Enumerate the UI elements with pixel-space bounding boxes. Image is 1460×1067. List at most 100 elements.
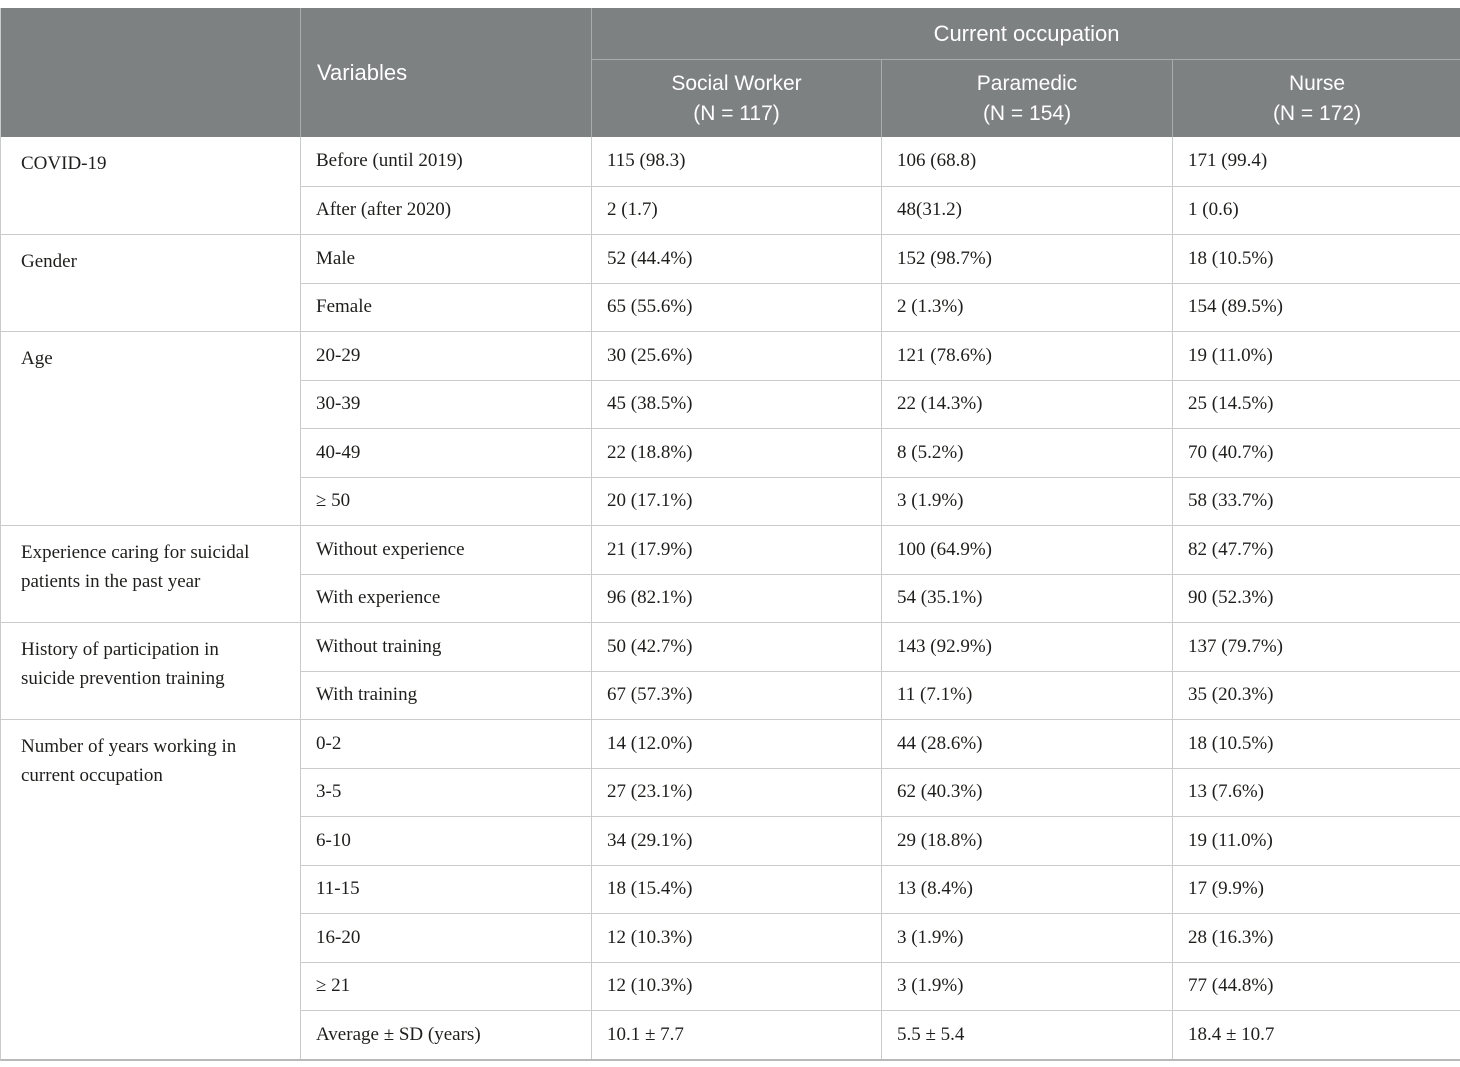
value-cell: 1 (0.6) (1173, 185, 1460, 234)
value-cell: 44 (28.6%) (882, 719, 1173, 768)
value-cell: 12 (10.3%) (592, 961, 882, 1010)
table-row: 30-39 45 (38.5%) 22 (14.3%) 25 (14.5%) (1, 379, 1460, 428)
value-cell: 3 (1.9%) (882, 913, 1173, 962)
category-cell: Number of years working in current occup… (1, 719, 301, 1059)
value-cell: 19 (11.0%) (1173, 816, 1460, 865)
value-cell: 82 (47.7%) (1173, 525, 1460, 574)
category-cell: Experience caring for suicidal patients … (1, 525, 301, 622)
table-row: Gender Male 52 (44.4%) 152 (98.7%) 18 (10.5%… (1, 234, 1460, 331)
value-cell: 143 (92.9%) (882, 622, 1173, 671)
value-cell: 77 (44.8%) (1173, 961, 1460, 1010)
variable-cell: Before (until 2019) (301, 137, 592, 186)
column-header-nurse: Nurse (N = 172) (1173, 60, 1460, 137)
value-cell: 52 (44.4%) (592, 234, 882, 283)
value-cell: 18 (10.5%) (1173, 234, 1460, 283)
value-cell: 21 (17.9%) (592, 525, 882, 574)
value-cell: 152 (98.7%) (882, 234, 1173, 283)
value-cell: 67 (57.3%) (592, 670, 882, 719)
variable-cell: Male (301, 234, 592, 283)
table-header: Variables Current occupation Social Work… (1, 8, 1460, 137)
value-cell: 28 (16.3%) (1173, 913, 1460, 962)
variable-cell: 3-5 (301, 767, 592, 816)
variable-cell: With experience (301, 573, 592, 622)
value-cell: 137 (79.7%) (1173, 622, 1460, 671)
column-label: Nurse (1288, 72, 1346, 96)
category-cell: Gender (1, 234, 301, 331)
value-cell: 29 (18.8%) (882, 816, 1173, 865)
table-row: 40-49 22 (18.8%) 8 (5.2%) 70 (40.7%) (1, 428, 1460, 477)
value-cell: 2 (1.7) (592, 185, 882, 234)
value-cell: 11 (7.1%) (882, 670, 1173, 719)
value-cell: 5.5 ± 5.4 (882, 1010, 1173, 1059)
table-body: COVID-19 Before (until 2019) 115 (98.3) 106… (1, 137, 1460, 1059)
table-row: 16-20 12 (10.3%) 3 (1.9%) 28 (16.3%) (1, 913, 1460, 962)
value-cell: 30 (25.6%) (592, 331, 882, 380)
value-cell: 35 (20.3%) (1173, 670, 1460, 719)
table-row: Number of years working in current occup… (1, 719, 1460, 1059)
variable-cell: 30-39 (301, 379, 592, 428)
table-row: ≥ 21 12 (10.3%) 3 (1.9%) 77 (44.8%) (1, 961, 1460, 1010)
value-cell: 27 (23.1%) (592, 767, 882, 816)
value-cell: 45 (38.5%) (592, 379, 882, 428)
variable-cell: Without experience (301, 525, 592, 574)
value-cell: 22 (14.3%) (882, 379, 1173, 428)
table-row: With training 67 (57.3%) 11 (7.1%) 35 (20.3… (1, 670, 1460, 719)
variable-cell: 6-10 (301, 816, 592, 865)
table-row: History of participation in suicide prev… (1, 622, 1460, 719)
table-row: Age 20-29 30 (25.6%) 121 (78.6%) 19 (11.0%) (1, 331, 1460, 525)
value-cell: 19 (11.0%) (1173, 331, 1460, 380)
value-cell: 115 (98.3) (592, 137, 882, 186)
variable-cell: 11-15 (301, 864, 592, 913)
value-cell: 54 (35.1%) (882, 573, 1173, 622)
value-cell: 70 (40.7%) (1173, 428, 1460, 477)
corner-header-cell (1, 8, 301, 137)
value-cell: 90 (52.3%) (1173, 573, 1460, 622)
value-cell: 58 (33.7%) (1173, 476, 1460, 525)
value-cell: 3 (1.9%) (882, 476, 1173, 525)
table-row: ≥ 50 20 (17.1%) 3 (1.9%) 58 (33.7%) (1, 476, 1460, 525)
category-cell: COVID-19 (1, 137, 301, 234)
variable-cell: 40-49 (301, 428, 592, 477)
value-cell: 12 (10.3%) (592, 913, 882, 962)
variable-cell: 20-29 (301, 331, 592, 380)
column-header-social-worker: Social Worker (N = 117) (592, 60, 882, 137)
value-cell: 62 (40.3%) (882, 767, 1173, 816)
table-row: After (after 2020) 2 (1.7) 48(31.2) 1 (0.6) (1, 185, 1460, 234)
value-cell: 65 (55.6%) (592, 282, 882, 331)
value-cell: 3 (1.9%) (882, 961, 1173, 1010)
value-cell: 17 (9.9%) (1173, 864, 1460, 913)
variable-cell: ≥ 21 (301, 961, 592, 1010)
value-cell: 34 (29.1%) (592, 816, 882, 865)
value-cell: 18 (15.4%) (592, 864, 882, 913)
value-cell: 18.4 ± 10.7 (1173, 1010, 1460, 1059)
value-cell: 10.1 ± 7.7 (592, 1010, 882, 1059)
category-cell: Age (1, 331, 301, 525)
value-cell: 48(31.2) (882, 185, 1173, 234)
table-row: With experience 96 (82.1%) 54 (35.1%) 90 (5… (1, 573, 1460, 622)
column-header-paramedic: Paramedic (N = 154) (882, 60, 1173, 137)
column-n-label: (N = 172) (1272, 101, 1362, 125)
value-cell: 8 (5.2%) (882, 428, 1173, 477)
table-row: Female 65 (55.6%) 2 (1.3%) 154 (89.5%) (1, 282, 1460, 331)
value-cell: 171 (99.4) (1173, 137, 1460, 186)
variable-cell: With training (301, 670, 592, 719)
column-n-label: (N = 117) (693, 101, 780, 125)
table-row: 3-5 27 (23.1%) 62 (40.3%) 13 (7.6%) (1, 767, 1460, 816)
variable-cell: ≥ 50 (301, 476, 592, 525)
value-cell: 13 (8.4%) (882, 864, 1173, 913)
variables-header: Variables (301, 8, 592, 137)
value-cell: 2 (1.3%) (882, 282, 1173, 331)
value-cell: 13 (7.6%) (1173, 767, 1460, 816)
value-cell: 121 (78.6%) (882, 331, 1173, 380)
variable-cell: Without training (301, 622, 592, 671)
table-row: COVID-19 Before (until 2019) 115 (98.3) 106… (1, 137, 1460, 234)
value-cell: 14 (12.0%) (592, 719, 882, 768)
column-n-label: (N = 154) (982, 101, 1072, 125)
table-row: 6-10 34 (29.1%) 29 (18.8%) 19 (11.0%) (1, 816, 1460, 865)
value-cell: 96 (82.1%) (592, 573, 882, 622)
variable-cell: Average ± SD (years) (301, 1010, 592, 1059)
value-cell: 50 (42.7%) (592, 622, 882, 671)
occupation-group-header: Current occupation (592, 8, 1460, 60)
table-row: 11-15 18 (15.4%) 13 (8.4%) 17 (9.9%) (1, 864, 1460, 913)
variable-cell: 0-2 (301, 719, 592, 768)
